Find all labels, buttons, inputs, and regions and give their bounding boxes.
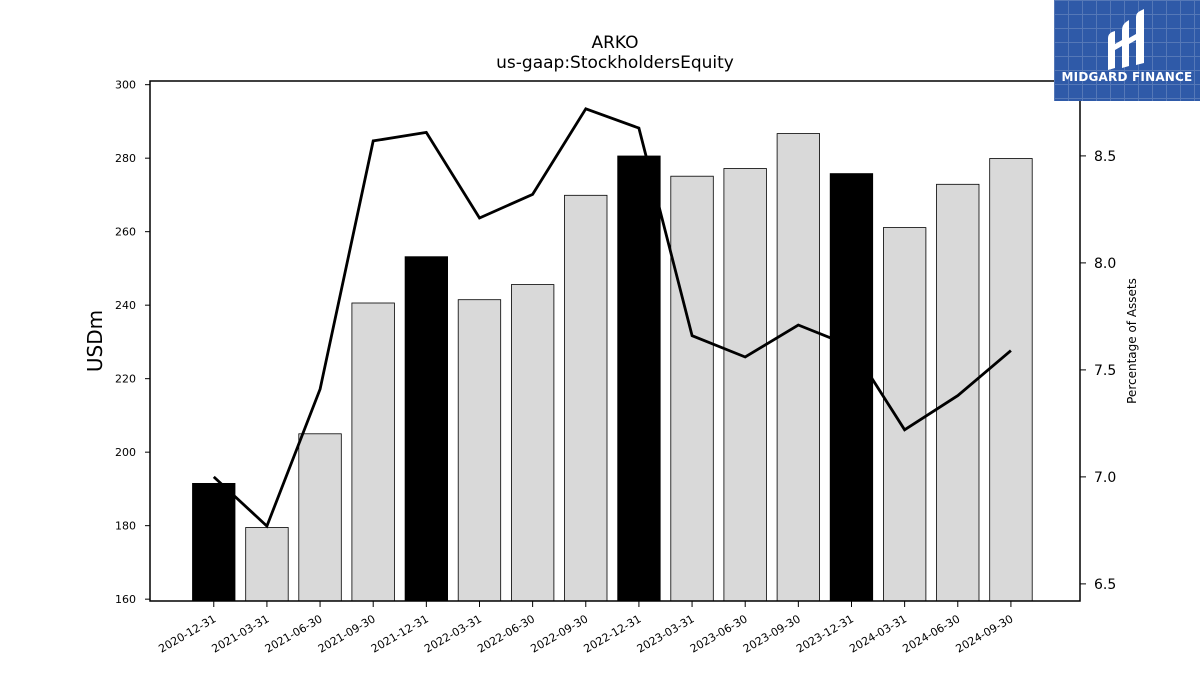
- y-axis-right-label: Percentage of Assets: [1125, 278, 1139, 404]
- x-tick-label: 2023-09-30: [741, 612, 803, 655]
- x-tick-label: 2023-12-31: [794, 612, 856, 655]
- left-axis: 160 180 200 220 240 260 280 300: [115, 79, 150, 606]
- bars-layer: [192, 133, 1033, 602]
- bar-2020-12-31: [192, 482, 236, 602]
- right-axis: 6.5 7.0 7.5 8.0 8.5: [1080, 149, 1116, 593]
- x-tick-label: 2024-09-30: [954, 612, 1016, 655]
- x-tick-label: 2021-03-31: [210, 612, 272, 655]
- x-axis: 2020-12-312021-03-312021-06-302021-09-30…: [156, 601, 1015, 656]
- y-right-tick-label: 8.0: [1094, 256, 1116, 272]
- y-tick-label: 260: [115, 226, 136, 239]
- y-tick-label: 280: [115, 152, 136, 165]
- x-tick-label: 2022-03-31: [422, 612, 484, 655]
- bar-2023-03-31: [670, 175, 714, 602]
- x-tick-label: 2023-06-30: [688, 612, 750, 655]
- line-layer: [212, 107, 1012, 529]
- percentage-line: [212, 107, 1012, 529]
- x-tick-label: 2021-12-31: [369, 612, 431, 655]
- bar-2024-09-30: [989, 158, 1033, 602]
- chart-subtitle: us-gaap:StockholdersEquity: [496, 53, 734, 73]
- y-right-tick-label: 8.5: [1094, 149, 1116, 165]
- x-tick-label: 2020-12-31: [156, 612, 218, 655]
- bar-2022-12-31: [617, 155, 661, 602]
- x-tick-label: 2022-12-31: [582, 612, 644, 655]
- bar-2021-09-30: [351, 302, 395, 602]
- plot-frame: [149, 80, 1081, 602]
- y-tick-label: 200: [115, 446, 136, 459]
- y-axis-label: USDm: [83, 310, 107, 372]
- bar-2023-09-30: [776, 133, 820, 602]
- x-tick-label: 2021-06-30: [263, 612, 325, 655]
- y-tick-label: 160: [115, 593, 136, 606]
- bar-2021-12-31: [404, 256, 449, 602]
- bar-2021-06-30: [298, 433, 342, 602]
- y-right-tick-label: 6.5: [1094, 577, 1116, 593]
- y-tick-label: 300: [115, 79, 136, 92]
- bar-2023-12-31: [829, 173, 874, 602]
- bar-2022-03-31: [457, 299, 502, 602]
- bar-2024-03-31: [883, 227, 927, 602]
- bar-2023-06-30: [723, 168, 767, 602]
- bar-2021-03-31: [245, 527, 289, 602]
- bar-2022-09-30: [564, 194, 608, 602]
- y-tick-label: 220: [115, 373, 136, 386]
- x-tick-label: 2022-06-30: [475, 612, 537, 655]
- x-tick-label: 2021-09-30: [316, 612, 378, 655]
- chart-title: ARKO: [591, 33, 639, 53]
- x-tick-label: 2024-03-31: [847, 612, 909, 655]
- y-right-tick-label: 7.0: [1094, 470, 1116, 486]
- logo-text: MIDGARD FINANCE: [1061, 70, 1193, 84]
- y-tick-label: 240: [115, 299, 136, 312]
- x-tick-label: 2023-03-31: [635, 612, 697, 655]
- logo-mark-icon: [1108, 9, 1144, 70]
- y-right-tick-label: 7.5: [1094, 363, 1116, 379]
- brand-logo: MIDGARD FINANCE: [1054, 0, 1200, 101]
- x-tick-label: 2022-09-30: [528, 612, 590, 655]
- bar-2024-06-30: [936, 183, 980, 602]
- bar-2022-06-30: [510, 284, 555, 602]
- y-tick-label: 180: [115, 520, 136, 533]
- x-tick-label: 2024-06-30: [900, 612, 962, 655]
